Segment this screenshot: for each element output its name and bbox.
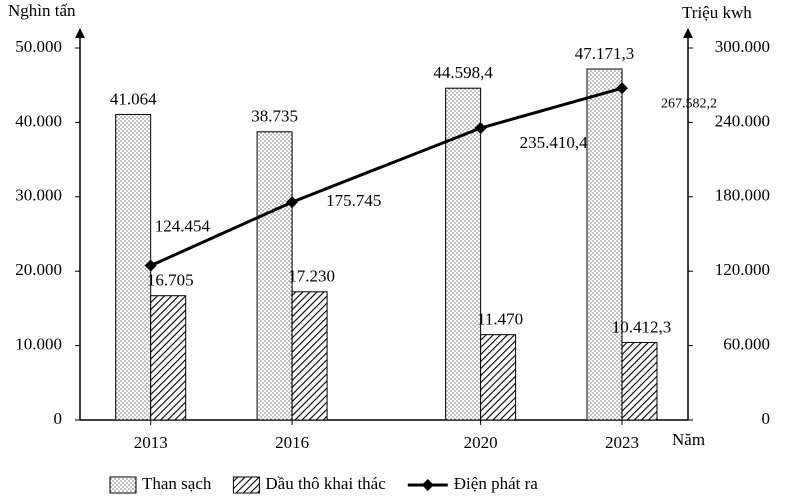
bar [445,87,482,421]
x-tick-label: 2013 [134,433,168,452]
y2-tick-label: 60.000 [723,335,770,354]
y2-tick-label: 240.000 [715,111,770,130]
y-axis-arrow [75,28,85,38]
bar-value-label: 44.598,4 [433,63,493,82]
bar [586,68,623,421]
y2-axis-arrow [683,28,693,38]
line-marker [144,259,157,272]
legend-swatch [232,476,260,494]
line-value-label: 175.745 [326,191,381,210]
x-axis-title: Năm [672,430,705,449]
bar-value-label: 10.412,3 [612,317,672,336]
legend-label: Dầu thô khai thác [265,474,386,493]
bar-value-label: 41.064 [110,89,157,108]
y-tick-label: 50.000 [15,37,62,56]
line-marker [616,82,629,95]
y2-tick-label: 0 [762,409,771,428]
legend-marker [421,479,434,491]
y-tick-label: 10.000 [15,335,62,354]
y-tick-label: 40.000 [15,111,62,130]
y2-tick-label: 300.000 [715,37,770,56]
bar-value-label: 16.705 [147,271,194,290]
bar [115,113,152,421]
y2-tick-label: 120.000 [715,260,770,279]
legend-label: Điện phát ra [454,474,538,493]
bar-value-label: 11.470 [477,310,523,329]
bar-value-label: 47.171,3 [575,44,635,63]
bar [256,131,293,421]
y-tick-label: 0 [54,409,63,428]
line-marker [286,196,299,209]
x-tick-label: 2020 [464,433,498,452]
line-value-label: 235.410,4 [520,133,589,152]
bar-value-label: 17.230 [288,267,335,286]
legend-swatch [109,476,137,494]
y-tick-label: 30.000 [15,186,62,205]
y2-axis-title: Triệu kwh [682,3,752,22]
line [150,86,623,268]
line-value-label: 267.582,2 [661,96,717,111]
bar [150,295,187,421]
bar [621,342,658,421]
bar-value-label: 38.735 [251,107,298,126]
line-value-label: 124.454 [155,217,211,236]
y2-tick-label: 180.000 [715,186,770,205]
bar [291,291,328,421]
bar [480,334,517,421]
y-tick-label: 20.000 [15,260,62,279]
y-axis-title: Nghìn tấn [8,1,76,20]
x-tick-label: 2023 [605,433,639,452]
x-tick-label: 2016 [275,433,309,452]
legend-label: Than sạch [142,474,212,493]
line-marker [474,122,487,135]
